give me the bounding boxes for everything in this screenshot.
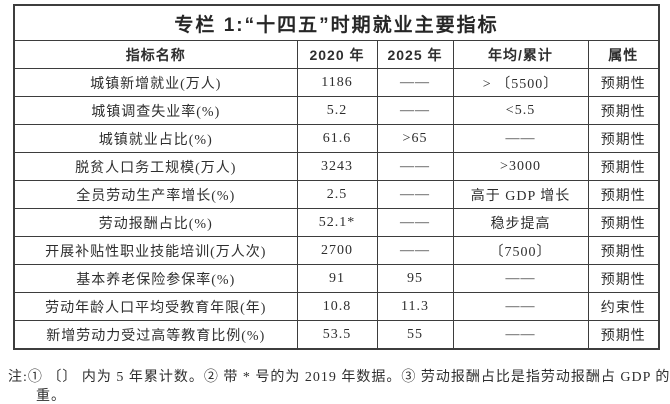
table-row: 劳动年龄人口平均受教育年限(年) 10.8 11.3 —— 约束性 (13, 292, 660, 321)
value-2025: —— (376, 208, 454, 237)
value-2020: 2.5 (296, 180, 378, 209)
indicator-name: 全员劳动生产率增长(%) (13, 180, 298, 209)
attribute: 预期性 (587, 180, 660, 209)
value-2025: —— (376, 152, 454, 181)
value-2020: 61.6 (296, 124, 378, 153)
value-avg-cumulative: >3000 (452, 152, 589, 181)
value-avg-cumulative: —— (452, 320, 589, 350)
indicator-name: 城镇新增就业(万人) (13, 68, 298, 97)
attribute: 预期性 (587, 96, 660, 125)
value-2025: >65 (376, 124, 454, 153)
value-avg-cumulative: —— (452, 264, 589, 293)
attribute: 预期性 (587, 68, 660, 97)
indicator-name: 开展补贴性职业技能培训(万人次) (13, 236, 298, 265)
indicator-name: 脱贫人口务工规模(万人) (13, 152, 298, 181)
table-row: 城镇就业占比(%) 61.6 >65 —— 预期性 (13, 124, 660, 153)
value-2025: —— (376, 236, 454, 265)
table-row: 劳动报酬占比(%) 52.1* —— 稳步提高 预期性 (13, 208, 660, 237)
attribute: 预期性 (587, 320, 660, 350)
indicator-name: 劳动报酬占比(%) (13, 208, 298, 237)
attribute: 约束性 (587, 292, 660, 321)
value-avg-cumulative: <5.5 (452, 96, 589, 125)
table-row: 脱贫人口务工规模(万人) 3243 —— >3000 预期性 (13, 152, 660, 181)
column-header: 2020 年 (296, 40, 378, 69)
indicator-name: 城镇就业占比(%) (13, 124, 298, 153)
value-2025: —— (376, 180, 454, 209)
value-2020: 52.1* (296, 208, 378, 237)
table-row: 开展补贴性职业技能培训(万人次) 2700 —— 〔7500〕 预期性 (13, 236, 660, 265)
table-row: 基本养老保险参保率(%) 91 95 —— 预期性 (13, 264, 660, 293)
table-row: 城镇调查失业率(%) 5.2 —— <5.5 预期性 (13, 96, 660, 125)
attribute: 预期性 (587, 124, 660, 153)
employment-indicators-table: 专栏 1:“十四五”时期就业主要指标 指标名称 2020 年 2025 年年均/累计… (13, 4, 661, 350)
footnote-text: 注:① 〔〕 内为 5 年累计数。② 带 * 号的为 2019 年数据。③ 劳动… (8, 370, 670, 404)
indicator-name: 劳动年龄人口平均受教育年限(年) (13, 292, 298, 321)
value-2020: 91 (296, 264, 378, 293)
value-avg-cumulative: 稳步提高 (452, 208, 589, 237)
table-row: 新增劳动力受过高等教育比例(%) 53.5 55 —— 预期性 (13, 320, 660, 350)
indicator-name: 新增劳动力受过高等教育比例(%) (13, 320, 298, 350)
value-2020: 2700 (296, 236, 378, 265)
table-row: 城镇新增就业(万人) 1186 —— > 〔5500〕 预期性 (13, 68, 660, 97)
attribute: 预期性 (587, 152, 660, 181)
column-header: 指标名称 (13, 40, 298, 69)
table-title: 专栏 1:“十四五”时期就业主要指标 (13, 4, 660, 41)
footnotes: 注:① 〔〕 内为 5 年累计数。② 带 * 号的为 2019 年数据。③ 劳动… (8, 368, 670, 404)
column-header: 2025 年 (376, 40, 454, 69)
attribute: 预期性 (587, 236, 660, 265)
value-2020: 5.2 (296, 96, 378, 125)
value-avg-cumulative: > 〔5500〕 (452, 68, 589, 97)
attribute: 预期性 (587, 208, 660, 237)
value-2020: 10.8 (296, 292, 378, 321)
value-2025: 11.3 (376, 292, 454, 321)
value-avg-cumulative: 高于 GDP 增长 (452, 180, 589, 209)
value-avg-cumulative: —— (452, 292, 589, 321)
title-row: 专栏 1:“十四五”时期就业主要指标 (13, 4, 660, 41)
indicator-name: 城镇调查失业率(%) (13, 96, 298, 125)
column-header: 属性 (587, 40, 660, 69)
header-row: 指标名称 2020 年 2025 年年均/累计 属性 (13, 40, 660, 69)
value-2020: 53.5 (296, 320, 378, 350)
value-2025: 95 (376, 264, 454, 293)
value-avg-cumulative: 〔7500〕 (452, 236, 589, 265)
indicator-name: 基本养老保险参保率(%) (13, 264, 298, 293)
value-2020: 1186 (296, 68, 378, 97)
table-row: 全员劳动生产率增长(%) 2.5 —— 高于 GDP 增长 预期性 (13, 180, 660, 209)
value-2025: —— (376, 96, 454, 125)
value-2025: —— (376, 68, 454, 97)
value-2025: 55 (376, 320, 454, 350)
value-avg-cumulative: —— (452, 124, 589, 153)
value-2020: 3243 (296, 152, 378, 181)
attribute: 预期性 (587, 264, 660, 293)
column-header: 年均/累计 (452, 40, 589, 69)
table-body: 城镇新增就业(万人) 1186 —— > 〔5500〕 预期性 城镇调查失业率(%) 5.2… (13, 68, 660, 350)
